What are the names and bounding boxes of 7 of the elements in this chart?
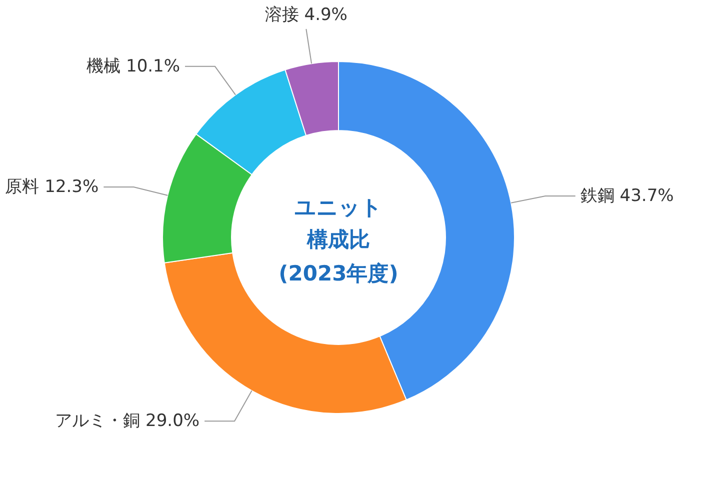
- slice-label: 機械 10.1%: [86, 56, 180, 76]
- slice-label: 溶接 4.9%: [264, 4, 348, 25]
- slice-label: 原料 12.3%: [5, 176, 99, 197]
- slice-label: 鉄鋼 43.7%: [580, 186, 674, 206]
- text: ユニット構成比: [294, 195, 382, 252]
- text: (2023年度): [278, 262, 398, 286]
- slice-label: アルミ・銅 29.0%: [55, 411, 200, 432]
